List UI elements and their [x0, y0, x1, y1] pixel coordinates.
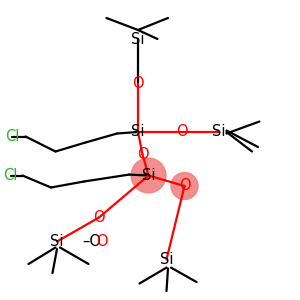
Text: Si: Si — [160, 252, 173, 267]
Text: Si: Si — [131, 32, 145, 46]
Text: Si: Si — [50, 234, 64, 249]
Circle shape — [131, 158, 166, 193]
Text: Cl: Cl — [3, 168, 18, 183]
Text: –O: –O — [82, 234, 101, 249]
Text: Si: Si — [212, 124, 226, 140]
Text: Cl: Cl — [5, 129, 19, 144]
Text: O: O — [132, 76, 144, 92]
Circle shape — [171, 172, 198, 200]
Text: Si: Si — [142, 168, 155, 183]
Text: Si: Si — [131, 124, 145, 140]
Text: O: O — [93, 210, 105, 225]
Text: O: O — [137, 147, 148, 162]
Text: O: O — [96, 234, 108, 249]
Text: O: O — [176, 124, 187, 140]
Text: O: O — [179, 178, 190, 194]
